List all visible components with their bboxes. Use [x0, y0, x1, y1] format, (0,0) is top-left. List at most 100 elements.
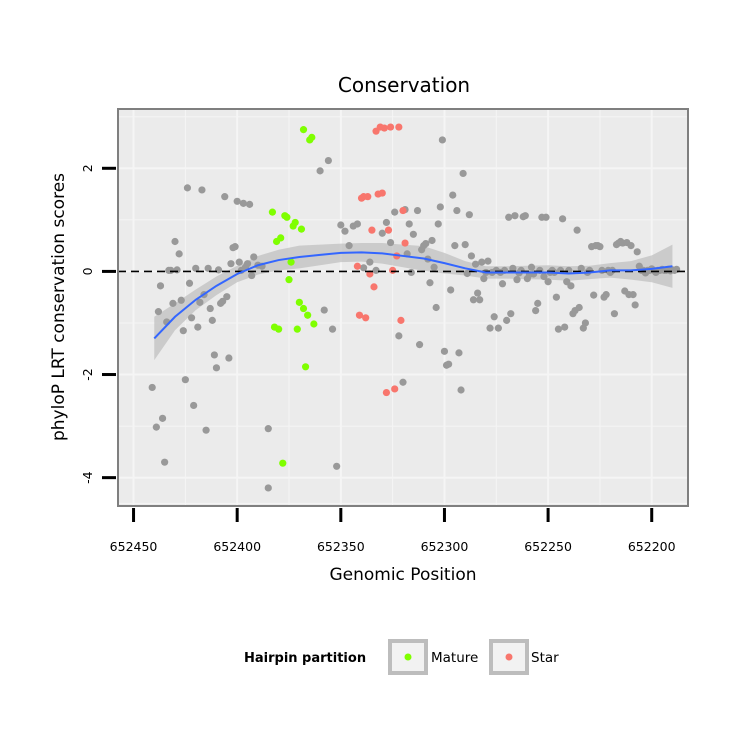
point-other	[498, 280, 507, 288]
point-other	[610, 310, 619, 318]
point-other	[250, 253, 258, 261]
point-other	[561, 323, 569, 331]
plot-panel	[117, 108, 689, 507]
point-other	[407, 268, 415, 277]
point-other	[567, 282, 575, 290]
point-other	[415, 341, 424, 349]
point-other	[196, 298, 204, 306]
point-other	[198, 186, 206, 194]
point-other	[478, 258, 486, 266]
point-star	[391, 385, 399, 393]
point-other	[190, 401, 198, 410]
point-other	[391, 208, 399, 216]
point-star	[362, 314, 370, 322]
point-other	[156, 282, 165, 290]
point-other	[206, 304, 214, 313]
point-other	[602, 291, 610, 299]
point-other	[154, 308, 163, 316]
point-star	[370, 283, 378, 291]
point-other	[461, 241, 469, 249]
point-mature	[295, 298, 303, 306]
point-star	[355, 311, 364, 319]
legend: Hairpin partition Mature Star	[244, 639, 559, 675]
point-other	[227, 260, 235, 268]
point-other	[434, 220, 442, 228]
point-other	[152, 423, 160, 431]
point-other	[202, 426, 210, 434]
point-other	[324, 156, 332, 165]
point-other	[432, 303, 440, 312]
point-other	[507, 310, 515, 318]
point-other	[426, 279, 434, 287]
point-other	[573, 226, 581, 234]
point-other	[486, 324, 494, 332]
grid-lines	[118, 109, 688, 506]
point-mature	[283, 213, 291, 221]
point-other	[505, 213, 513, 221]
point-mature	[277, 234, 285, 242]
point-other	[204, 264, 212, 272]
point-other	[513, 276, 521, 284]
point-star	[397, 316, 405, 324]
point-other	[372, 266, 380, 274]
legend-swatch-mature	[404, 653, 412, 661]
point-other	[316, 167, 324, 175]
point-star	[384, 226, 393, 234]
y-tick-label: 0	[80, 267, 95, 275]
point-other	[360, 264, 368, 272]
point-other	[225, 354, 233, 362]
y-axis-title: phyloP LRT conservation scores	[49, 173, 69, 441]
legend-item-star: Star	[489, 639, 559, 675]
point-other	[449, 191, 457, 199]
point-other	[484, 257, 492, 265]
point-other	[210, 351, 218, 359]
point-other	[453, 206, 461, 215]
point-other	[175, 250, 183, 258]
point-other	[422, 239, 430, 248]
point-other	[223, 293, 231, 301]
y-tick-label: -2	[80, 368, 95, 380]
point-other	[181, 376, 189, 384]
point-other	[192, 264, 200, 272]
point-other	[208, 316, 216, 324]
point-other	[631, 301, 639, 309]
point-other	[413, 206, 422, 215]
point-other	[633, 248, 641, 256]
legend-label-mature: Mature	[431, 650, 478, 666]
point-mature	[291, 218, 299, 227]
point-mature	[299, 304, 308, 313]
point-other	[171, 237, 179, 246]
point-other	[596, 243, 604, 251]
points-layer	[148, 123, 681, 492]
point-other	[179, 327, 187, 335]
point-other	[428, 236, 436, 245]
plot-border	[117, 108, 689, 507]
y-axis: -4 -2 0 2	[80, 164, 116, 484]
point-other	[353, 220, 361, 228]
point-other	[552, 293, 560, 301]
point-star	[378, 189, 386, 197]
legend-item-mature: Mature	[388, 639, 478, 675]
x-tick-label: 652300	[421, 539, 469, 554]
point-other	[575, 303, 583, 312]
point-other	[521, 212, 529, 220]
point-mature	[287, 258, 295, 266]
point-other	[212, 364, 221, 372]
x-tick-label: 652200	[628, 539, 676, 554]
y-tick-label: -4	[80, 471, 95, 484]
point-other	[328, 325, 337, 333]
x-tick-label: 652450	[110, 539, 158, 554]
point-other	[467, 252, 475, 260]
point-star	[382, 388, 391, 397]
point-other	[540, 272, 548, 281]
smooth-trend-line	[153, 251, 673, 340]
point-other	[382, 218, 391, 227]
point-other	[474, 289, 482, 297]
point-other	[187, 314, 196, 322]
point-mature	[299, 126, 308, 134]
point-other	[148, 383, 156, 392]
point-other	[469, 296, 478, 304]
point-other	[158, 414, 167, 422]
point-mature	[310, 320, 318, 328]
